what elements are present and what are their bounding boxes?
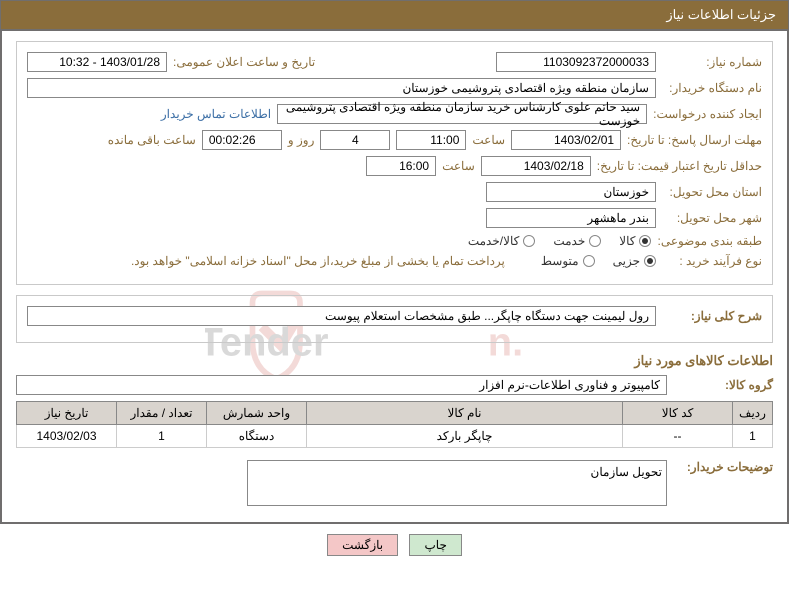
validity-date-field: 1403/02/18 xyxy=(481,156,591,176)
cell-name: چاپگر بارکد xyxy=(307,425,623,448)
announce-field: 1403/01/28 - 10:32 xyxy=(27,52,167,72)
th-code: کد کالا xyxy=(623,402,733,425)
button-row: چاپ بازگشت xyxy=(0,534,789,556)
deadline-time-field: 11:00 xyxy=(396,130,466,150)
page-header: جزئیات اطلاعات نیاز xyxy=(0,0,789,29)
validity-label: حداقل تاریخ اعتبار قیمت: تا تاریخ: xyxy=(597,159,762,173)
need-no-field: 1103092372000033 xyxy=(496,52,656,72)
city-field: بندر ماهشهر xyxy=(486,208,656,228)
radio-icon xyxy=(639,235,651,247)
payment-note: پرداخت تمام یا بخشی از مبلغ خرید،از محل … xyxy=(131,254,505,268)
need-no-label: شماره نیاز: xyxy=(662,55,762,69)
description-label: شرح کلی نیاز: xyxy=(662,309,762,323)
announce-label: تاریخ و ساعت اعلان عمومی: xyxy=(173,55,315,69)
remaining-text: ساعت باقی مانده xyxy=(108,133,196,147)
radio-service[interactable]: خدمت xyxy=(553,234,601,248)
cell-row: 1 xyxy=(733,425,773,448)
goods-table: ردیف کد کالا نام کالا واحد شمارش تعداد /… xyxy=(16,401,773,448)
requester-field: سید حاتم علوی کارشناس خرید سازمان منطقه … xyxy=(277,104,647,124)
buyer-notes-textarea[interactable] xyxy=(247,460,667,506)
th-name: نام کالا xyxy=(307,402,623,425)
buyer-org-field: سازمان منطقه ویژه اقتصادی پتروشیمی خوزست… xyxy=(27,78,656,98)
cell-date: 1403/02/03 xyxy=(17,425,117,448)
buyer-notes-label: توضیحات خریدار: xyxy=(673,460,773,474)
th-qty: تعداد / مقدار xyxy=(117,402,207,425)
print-button[interactable]: چاپ xyxy=(409,534,461,556)
radio-medium[interactable]: متوسط xyxy=(541,254,595,268)
group-field: کامپیوتر و فناوری اطلاعات-نرم افزار xyxy=(16,375,667,395)
radio-icon xyxy=(523,235,535,247)
deadline-label: مهلت ارسال پاسخ: تا تاریخ: xyxy=(627,133,762,147)
province-label: استان محل تحویل: xyxy=(662,185,762,199)
table-row: 1 -- چاپگر بارکد دستگاه 1 1403/02/03 xyxy=(17,425,773,448)
goods-section-title: اطلاعات کالاهای مورد نیاز xyxy=(16,353,773,369)
cell-qty: 1 xyxy=(117,425,207,448)
details-panel: شماره نیاز: 1103092372000033 تاریخ و ساع… xyxy=(16,41,773,285)
back-button[interactable]: بازگشت xyxy=(327,534,398,556)
time-label-2: ساعت xyxy=(442,159,475,173)
page-title: جزئیات اطلاعات نیاز xyxy=(666,7,776,22)
days-text: روز و xyxy=(288,133,315,147)
buyer-org-label: نام دستگاه خریدار: xyxy=(662,81,762,95)
days-remaining-field: 4 xyxy=(320,130,390,150)
category-radio-group: کالا خدمت کالا/خدمت xyxy=(468,234,652,248)
cell-code: -- xyxy=(623,425,733,448)
radio-icon xyxy=(589,235,601,247)
requester-label: ایجاد کننده درخواست: xyxy=(653,107,762,121)
main-content: ArlaTender .n شماره نیاز: 11030923720000… xyxy=(0,29,789,524)
radio-icon xyxy=(583,255,595,267)
th-unit: واحد شمارش xyxy=(207,402,307,425)
radio-icon xyxy=(644,255,656,267)
description-block: شرح کلی نیاز: رول لیمینت جهت دستگاه چاپگ… xyxy=(16,295,773,343)
process-radio-group: جزیی متوسط xyxy=(541,254,656,268)
group-label: گروه کالا: xyxy=(673,378,773,392)
radio-partial[interactable]: جزیی xyxy=(613,254,656,268)
city-label: شهر محل تحویل: xyxy=(662,211,762,225)
time-label-1: ساعت xyxy=(472,133,505,147)
category-label: طبقه بندی موضوعی: xyxy=(657,234,762,248)
cell-unit: دستگاه xyxy=(207,425,307,448)
validity-time-field: 16:00 xyxy=(366,156,436,176)
table-header-row: ردیف کد کالا نام کالا واحد شمارش تعداد /… xyxy=(17,402,773,425)
contact-link[interactable]: اطلاعات تماس خریدار xyxy=(161,107,271,121)
th-row: ردیف xyxy=(733,402,773,425)
description-field: رول لیمینت جهت دستگاه چاپگر... طبق مشخصا… xyxy=(27,306,656,326)
province-field: خوزستان xyxy=(486,182,656,202)
th-date: تاریخ نیاز xyxy=(17,402,117,425)
process-label: نوع فرآیند خرید : xyxy=(662,254,762,268)
radio-both[interactable]: کالا/خدمت xyxy=(468,234,535,248)
countdown-field: 00:02:26 xyxy=(202,130,282,150)
deadline-date-field: 1403/02/01 xyxy=(511,130,621,150)
radio-goods[interactable]: کالا xyxy=(619,234,651,248)
